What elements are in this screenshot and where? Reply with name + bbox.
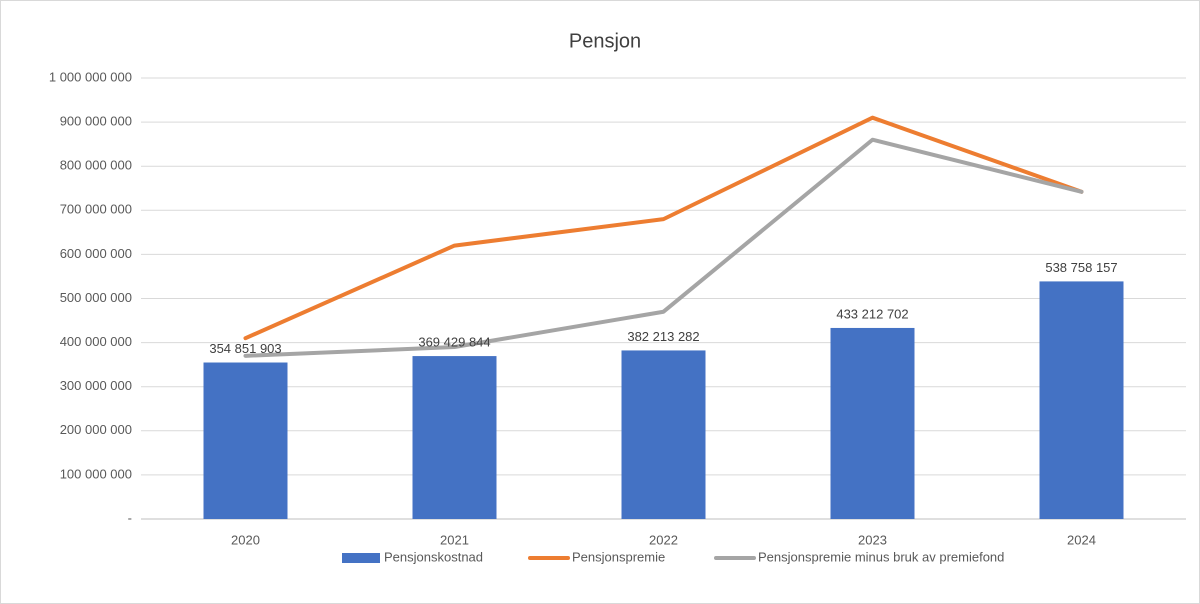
y-tick-label: - <box>128 510 132 525</box>
data-label: 354 851 903 <box>209 341 281 356</box>
y-tick-label: 700 000 000 <box>60 202 132 217</box>
bar <box>621 350 706 519</box>
y-tick-label: 1 000 000 000 <box>49 69 132 84</box>
x-tick-label: 2021 <box>440 532 469 547</box>
x-tick-label: 2020 <box>231 532 260 547</box>
y-tick-label: 400 000 000 <box>60 334 132 349</box>
y-tick-label: 500 000 000 <box>60 290 132 305</box>
data-label: 433 212 702 <box>836 306 908 321</box>
bar <box>412 356 497 519</box>
data-label: 382 213 282 <box>627 329 699 344</box>
line <box>243 137 1084 358</box>
y-tick-label: 200 000 000 <box>60 422 132 437</box>
x-tick-label: 2022 <box>649 532 678 547</box>
data-label: 369 429 844 <box>418 335 490 350</box>
bar <box>1039 281 1124 519</box>
bar <box>830 327 915 519</box>
chart-title: Pensjon <box>569 30 641 52</box>
legend-label: Pensjonspremie <box>572 549 665 564</box>
y-tick-label: 300 000 000 <box>60 378 132 393</box>
line <box>243 115 1084 341</box>
x-tick-label: 2023 <box>858 532 887 547</box>
y-tick-label: 600 000 000 <box>60 246 132 261</box>
data-label: 538 758 157 <box>1045 260 1117 275</box>
legend-swatch <box>342 553 380 563</box>
y-tick-label: 100 000 000 <box>60 466 132 481</box>
bar <box>203 362 288 519</box>
y-tick-label: 800 000 000 <box>60 158 132 173</box>
y-tick-label: 900 000 000 <box>60 114 132 129</box>
legend-label: Pensjonskostnad <box>384 549 483 564</box>
legend-label: Pensjonspremie minus bruk av premiefond <box>758 549 1004 564</box>
x-tick-label: 2024 <box>1067 532 1096 547</box>
